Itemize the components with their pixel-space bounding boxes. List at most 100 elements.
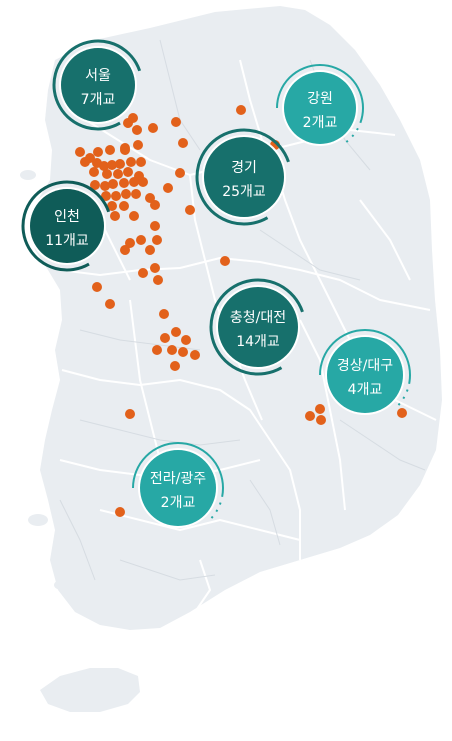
school-marker[interactable] — [150, 263, 160, 273]
school-marker[interactable] — [133, 140, 143, 150]
school-marker[interactable] — [185, 205, 195, 215]
region-school-count: 2개교 — [161, 495, 196, 511]
badge-disc — [140, 450, 216, 526]
region-badge-gyeonggi[interactable]: 경기 25개교 — [180, 113, 308, 241]
school-marker[interactable] — [220, 256, 230, 266]
school-marker[interactable] — [159, 309, 169, 319]
school-marker[interactable] — [111, 191, 121, 201]
region-name: 경기 — [231, 160, 257, 176]
school-marker[interactable] — [110, 211, 120, 221]
school-marker[interactable] — [138, 268, 148, 278]
school-marker[interactable] — [236, 105, 246, 115]
school-marker[interactable] — [167, 345, 177, 355]
badge-disc — [30, 189, 104, 263]
school-marker[interactable] — [129, 177, 139, 187]
school-marker[interactable] — [152, 345, 162, 355]
school-marker[interactable] — [150, 221, 160, 231]
school-marker[interactable] — [305, 411, 315, 421]
region-name: 강원 — [307, 91, 333, 107]
school-marker[interactable] — [90, 180, 100, 190]
school-marker[interactable] — [119, 178, 129, 188]
school-dots — [75, 105, 407, 517]
school-marker[interactable] — [107, 160, 117, 170]
school-marker[interactable] — [181, 335, 191, 345]
school-marker[interactable] — [132, 125, 142, 135]
badge-ring — [132, 442, 224, 534]
school-marker[interactable] — [115, 507, 125, 517]
island-shape — [28, 514, 48, 526]
school-marker[interactable] — [160, 333, 170, 343]
school-marker[interactable] — [75, 147, 85, 157]
region-name: 서울 — [85, 68, 111, 84]
school-marker[interactable] — [89, 167, 99, 177]
region-badge-jeolla[interactable]: 전라/광주 2개교 — [132, 442, 224, 534]
school-marker[interactable] — [119, 201, 129, 211]
region-school-count: 11개교 — [45, 233, 89, 249]
school-marker[interactable] — [121, 189, 131, 199]
school-marker[interactable] — [129, 211, 139, 221]
school-marker[interactable] — [107, 201, 117, 211]
school-marker[interactable] — [145, 245, 155, 255]
region-name: 인천 — [54, 209, 80, 225]
badge-ring — [319, 329, 411, 421]
school-marker[interactable] — [92, 282, 102, 292]
school-marker[interactable] — [163, 183, 173, 193]
school-marker[interactable] — [397, 408, 407, 418]
school-marker[interactable] — [120, 245, 130, 255]
school-marker[interactable] — [136, 157, 146, 167]
school-marker[interactable] — [170, 361, 180, 371]
badge-ring — [21, 180, 113, 272]
school-marker[interactable] — [171, 327, 181, 337]
region-school-count: 4개교 — [348, 382, 383, 398]
school-marker[interactable] — [175, 168, 185, 178]
school-marker[interactable] — [125, 409, 135, 419]
school-marker[interactable] — [93, 147, 103, 157]
school-marker[interactable] — [148, 123, 158, 133]
region-badge-incheon[interactable]: 인천 11개교 — [7, 166, 127, 286]
school-marker[interactable] — [100, 181, 110, 191]
badge-ring — [195, 128, 293, 226]
school-marker[interactable] — [153, 275, 163, 285]
school-marker[interactable] — [128, 113, 138, 123]
region-name: 충청/대전 — [230, 310, 286, 326]
school-marker[interactable] — [113, 169, 123, 179]
school-marker[interactable] — [316, 415, 326, 425]
school-marker[interactable] — [120, 145, 130, 155]
school-marker[interactable] — [123, 167, 133, 177]
school-marker[interactable] — [145, 193, 155, 203]
school-marker[interactable] — [152, 235, 162, 245]
school-marker[interactable] — [178, 347, 188, 357]
district-borders-thin — [59, 39, 426, 581]
school-marker[interactable] — [80, 157, 90, 167]
school-marker[interactable] — [315, 404, 325, 414]
school-marker[interactable] — [101, 191, 111, 201]
school-marker[interactable] — [171, 117, 181, 127]
school-marker[interactable] — [126, 157, 136, 167]
region-badge-gyeongsang[interactable]: 경상/대구 4개교 — [319, 329, 411, 421]
school-marker[interactable] — [150, 200, 160, 210]
school-marker[interactable] — [136, 235, 146, 245]
school-marker[interactable] — [105, 145, 115, 155]
school-marker[interactable] — [131, 189, 141, 199]
school-marker[interactable] — [115, 159, 125, 169]
jeju-island-shape — [40, 668, 140, 712]
badge-disc — [204, 137, 284, 217]
school-marker[interactable] — [138, 177, 148, 187]
island-shape — [20, 170, 36, 180]
badge-disc — [61, 48, 135, 122]
region-badge-seoul[interactable]: 서울 7개교 — [38, 25, 158, 145]
school-marker[interactable] — [99, 161, 109, 171]
region-name: 전라/광주 — [150, 471, 206, 487]
badge-disc — [284, 72, 356, 144]
school-marker[interactable] — [125, 238, 135, 248]
school-marker[interactable] — [102, 169, 112, 179]
region-school-count: 25개교 — [222, 184, 266, 200]
school-marker[interactable] — [190, 350, 200, 360]
region-badge-gangwon[interactable]: 강원 2개교 — [276, 64, 364, 152]
region-badge-chungcheong[interactable]: 충청/대전 14개교 — [194, 263, 322, 391]
school-marker[interactable] — [105, 299, 115, 309]
badge-ring — [276, 64, 364, 152]
school-marker[interactable] — [108, 179, 118, 189]
school-marker[interactable] — [178, 138, 188, 148]
